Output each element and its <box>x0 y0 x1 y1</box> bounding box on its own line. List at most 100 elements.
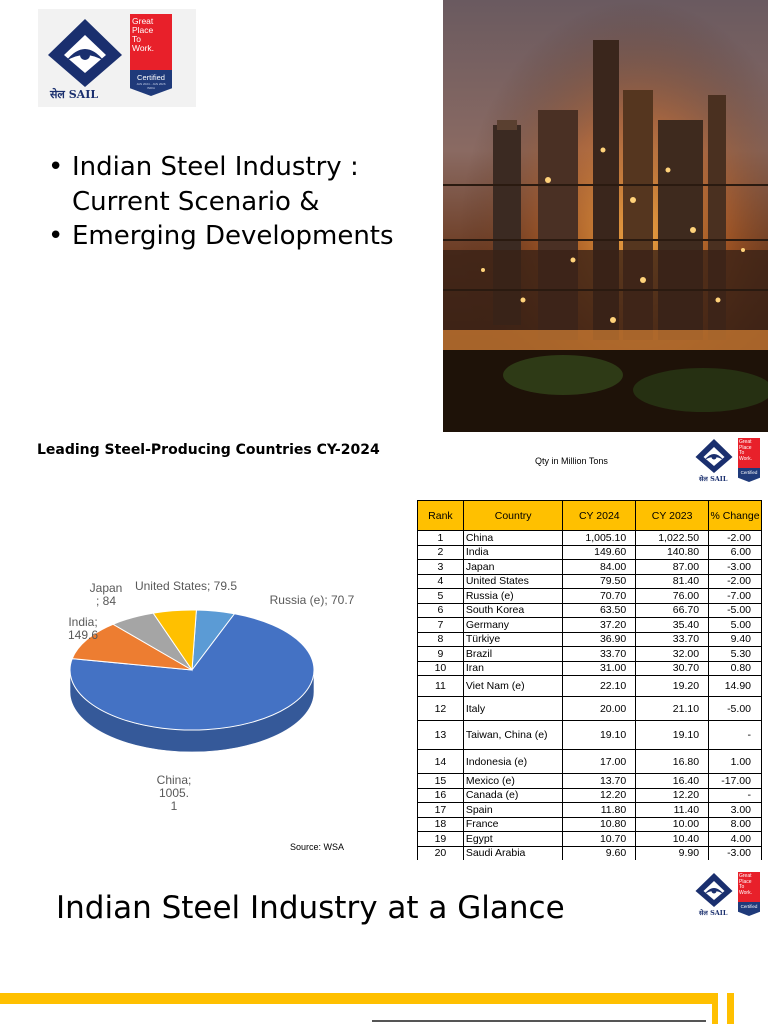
table-row: 4 United States 79.50 81.40 -2.00 <box>417 573 762 589</box>
cell-country: Iran <box>462 660 564 676</box>
cell-rank: 9 <box>417 646 464 662</box>
cell-change: 9.40 <box>708 631 762 647</box>
cell-change: -5.00 <box>708 602 762 618</box>
cell-cy2024: 13.70 <box>562 773 637 789</box>
cell-cy2023: 21.10 <box>635 696 710 721</box>
gptw-line: To <box>739 450 745 456</box>
cell-change: 5.30 <box>708 646 762 662</box>
table-row: 1 China 1,005.10 1,022.50 -2.00 <box>417 530 762 546</box>
table-row: 6 South Korea 63.50 66.70 -5.00 <box>417 602 762 618</box>
table-row: 7 Germany 37.20 35.40 5.00 <box>417 617 762 633</box>
cell-cy2023: 12.20 <box>635 787 710 803</box>
cell-country: Italy <box>462 696 564 721</box>
unit-note: Qty in Million Tons <box>535 456 608 466</box>
gptw-line: Place <box>739 444 752 451</box>
cell-country: United States <box>462 573 564 589</box>
cell-rank: 2 <box>417 544 464 560</box>
cell-country: India <box>462 544 564 560</box>
table-row: 10 Iran 31.00 30.70 0.80 <box>417 660 762 676</box>
table-row: 11 Viet Nam (e) 22.10 19.20 14.90 <box>417 675 762 697</box>
cell-cy2023: 81.40 <box>635 573 710 589</box>
gptw-line: Great <box>739 873 752 879</box>
gptw-line: To <box>739 884 745 890</box>
table-row: 3 Japan 84.00 87.00 -3.00 <box>417 559 762 575</box>
cell-change: -17.00 <box>708 773 762 789</box>
gptw-line: To <box>132 34 141 44</box>
cell-cy2024: 12.20 <box>562 787 637 803</box>
gptw-line: Work. <box>132 43 155 53</box>
gptw-certified: Certified <box>738 468 760 482</box>
pie-slice-india <box>71 623 193 671</box>
cell-cy2023: 11.40 <box>635 802 710 818</box>
table-row: 15 Mexico (e) 13.70 16.40 -17.00 <box>417 773 762 789</box>
table-row: 16 Canada (e) 12.20 12.20- <box>417 787 762 803</box>
sail-gptw-logo: सेल SAIL Great Place To Work. Certified <box>694 872 764 918</box>
pie-label-line: 1005. <box>159 786 189 800</box>
cell-rank: 14 <box>417 749 464 774</box>
title-bullets: Indian Steel Industry : Current Scenario… <box>48 150 428 254</box>
table-row: 8 Türkiye 36.90 33.70 9.40 <box>417 631 762 647</box>
source-note: Source: WSA <box>290 842 345 852</box>
cell-change: -3.00 <box>708 559 762 575</box>
pie-label-japan: Japan; 84 <box>90 581 123 608</box>
cell-change: 8.00 <box>708 816 762 832</box>
cell-cy2023: 87.00 <box>635 559 710 575</box>
cell-cy2023: 140.80 <box>635 544 710 560</box>
gptw-dates: JAN 2024 - JAN 2026 <box>136 82 166 86</box>
table-row: 9 Brazil 33.70 32.00 5.30 <box>417 646 762 662</box>
cell-cy2024: 84.00 <box>562 559 637 575</box>
cell-change: -2.00 <box>708 573 762 589</box>
cell-country: Indonesia (e) <box>462 749 564 774</box>
glance-slide: Indian Steel Industry at a Glance सेल SA… <box>0 860 768 1024</box>
cell-change: - <box>708 720 762 750</box>
col-header-change: % Change <box>708 500 762 531</box>
cell-change: -2.00 <box>708 530 762 546</box>
gptw-certified: Certified <box>738 902 760 916</box>
gptw-line: Great <box>132 16 154 26</box>
cell-rank: 8 <box>417 631 464 647</box>
pie-label-united-states: United States; 79.5 <box>135 579 237 593</box>
gptw-line: Great <box>739 439 752 445</box>
sail-gptw-logo: सेल SAIL Great Place To Work. Certified <box>694 438 764 484</box>
cell-cy2023: 10.00 <box>635 816 710 832</box>
sail-wordmark: सेल SAIL <box>50 88 99 101</box>
cell-cy2023: 10.40 <box>635 831 710 847</box>
table-row: 13 Taiwan, China (e) 19.10 19.10- <box>417 720 762 750</box>
cell-country: China <box>462 530 564 546</box>
pie-slice-china <box>69 613 315 731</box>
bullet-item: Indian Steel Industry : Current Scenario… <box>48 150 428 219</box>
cell-rank: 11 <box>417 675 464 697</box>
cell-country: Türkiye <box>462 631 564 647</box>
cell-rank: 17 <box>417 802 464 818</box>
cell-cy2024: 22.10 <box>562 675 637 697</box>
cell-country: South Korea <box>462 602 564 618</box>
cell-country: Germany <box>462 617 564 633</box>
cell-rank: 16 <box>417 787 464 803</box>
cell-cy2023: 1,022.50 <box>635 530 710 546</box>
gptw-certified: Certified <box>137 73 165 82</box>
col-header-cy2023: CY 2023 <box>635 500 710 531</box>
steel-plant-photo <box>443 0 768 432</box>
cell-cy2023: 16.80 <box>635 749 710 774</box>
cell-cy2024: 63.50 <box>562 602 637 618</box>
cell-cy2024: 10.70 <box>562 831 637 847</box>
col-header-rank: Rank <box>417 500 464 531</box>
table-row: 5 Russia (e) 70.70 76.00 -7.00 <box>417 588 762 604</box>
cell-cy2024: 149.60 <box>562 544 637 560</box>
cell-cy2024: 20.00 <box>562 696 637 721</box>
great-place-to-work-badge: Great Place To Work. Certified <box>738 872 760 916</box>
table-row: 18 France 10.80 10.00 8.00 <box>417 816 762 832</box>
cell-country: France <box>462 816 564 832</box>
sail-logo-icon <box>695 873 733 907</box>
gold-accent-post <box>727 993 734 1024</box>
pie-label-china: China; 1005. 1 <box>157 773 192 813</box>
table-header-row: Rank Country CY 2024 CY 2023 % Change <box>417 500 762 531</box>
col-header-cy2024: CY 2024 <box>562 500 637 531</box>
sail-wordmark: सेल SAIL <box>699 475 728 483</box>
cell-cy2024: 33.70 <box>562 646 637 662</box>
steel-production-pie-chart: China; 1005. 1 India; 149.6 Japan; 84 United S… <box>68 579 355 813</box>
cell-country: Japan <box>462 559 564 575</box>
great-place-to-work-badge: Great Place To Work. Certified <box>738 438 760 482</box>
pie-label-line: United States; 79.5 <box>135 579 237 593</box>
gptw-country: INDIA <box>146 86 155 90</box>
